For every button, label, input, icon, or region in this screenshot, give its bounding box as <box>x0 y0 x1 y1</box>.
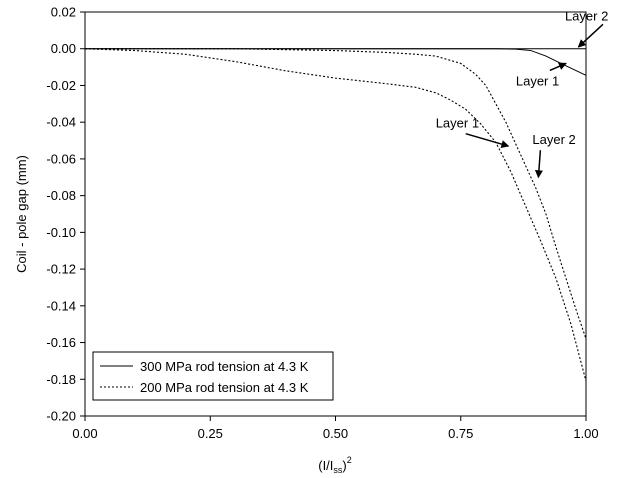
series-line-200mpa-layer-2 <box>85 48 587 340</box>
x-axis-ticks: 0.00 0.25 0.50 0.75 1.00 <box>72 416 599 441</box>
y-tick-label: -0.18 <box>46 372 76 387</box>
y-tick-label: 0.02 <box>51 5 76 20</box>
y-tick-label: -0.14 <box>46 298 76 313</box>
y-tick-label: -0.12 <box>46 262 76 277</box>
plot-area <box>84 11 587 417</box>
series-lines <box>84 48 587 382</box>
annotation-arrow <box>465 132 510 148</box>
y-tick-label: -0.16 <box>46 335 76 350</box>
legend: 300 MPa rod tension at 4.3 K 200 MPa rod… <box>92 351 334 401</box>
legend-box <box>92 351 334 401</box>
annotation-arrow <box>549 62 567 72</box>
x-tick-label: 0.75 <box>448 426 473 441</box>
y-tick-label: 0.00 <box>51 41 76 56</box>
y-tick-label: -0.20 <box>46 409 76 424</box>
y-axis-ticks: 0.02 0.00 -0.02 -0.04 -0.06 -0.08 -0.10 -0.12 -0… <box>46 5 85 424</box>
y-tick-label: -0.02 <box>46 78 76 93</box>
y-tick-label: -0.08 <box>46 188 76 203</box>
annotation-label: Layer 2 <box>565 8 608 23</box>
y-axis-label: Coil - pole gap (mm) <box>14 155 29 273</box>
annotation-arrow <box>534 150 543 179</box>
y-tick-label: -0.10 <box>46 225 76 240</box>
legend-label-200: 200 MPa rod tension at 4.3 K <box>140 380 309 395</box>
series-line-300mpa-layer-1 <box>85 48 587 76</box>
annotation-arrow <box>577 23 604 48</box>
legend-label-300: 300 MPa rod tension at 4.3 K <box>140 359 309 374</box>
y-tick-label: -0.04 <box>46 115 76 130</box>
annotation-label: Layer 1 <box>516 73 559 88</box>
y-tick-label: -0.06 <box>46 151 76 166</box>
annotation-label: Layer 2 <box>532 132 575 147</box>
x-tick-label: 0.25 <box>198 426 223 441</box>
x-tick-label: 0.00 <box>72 426 97 441</box>
x-tick-label: 0.50 <box>323 426 348 441</box>
annotation-label: Layer 1 <box>436 116 479 131</box>
x-axis-label: (I/Iss)2 <box>318 455 352 475</box>
layer-annotations: Layer 2 Layer 1 Layer 1 Layer 2 <box>436 8 608 179</box>
x-tick-label: 1.00 <box>573 426 598 441</box>
